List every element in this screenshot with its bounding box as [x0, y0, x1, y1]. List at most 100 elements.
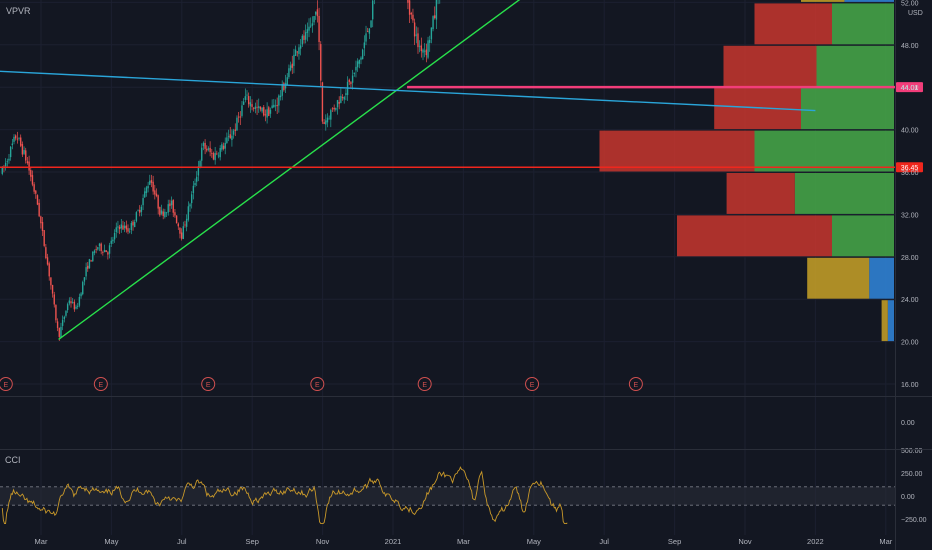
candle-body	[206, 148, 208, 151]
earnings-marker-icon[interactable]	[525, 377, 540, 391]
cci-label[interactable]: CCI	[5, 455, 21, 465]
volume-profile-down-bar	[726, 173, 795, 214]
candle-body	[38, 202, 40, 217]
candle-body	[179, 227, 181, 234]
candle-body	[172, 199, 174, 213]
trendline-uptrend[interactable]	[58, 0, 742, 341]
candle-body	[8, 158, 10, 161]
candle-body	[241, 105, 243, 116]
candle-body	[229, 134, 231, 139]
candle-body	[415, 34, 417, 36]
candle-body	[423, 50, 426, 52]
candle-body	[266, 109, 268, 118]
volume-profile-up-bar	[832, 215, 894, 257]
candle-body	[170, 200, 173, 206]
x-tick-label: Sep	[668, 537, 681, 546]
candle-body	[284, 83, 287, 89]
earnings-marker-icon[interactable]	[0, 377, 13, 391]
cci-band	[0, 486, 895, 506]
candle-body	[333, 107, 335, 110]
volume-profile-up-bar	[832, 3, 894, 45]
candle-body	[358, 59, 361, 64]
candle-body	[41, 221, 44, 231]
candle-body	[6, 161, 9, 163]
candle-body	[216, 153, 218, 155]
x-tick-label: May	[104, 537, 118, 546]
candle-body	[274, 105, 277, 107]
candle-body	[35, 190, 37, 194]
candle-body	[201, 147, 203, 161]
earnings-marker-icon[interactable]	[310, 377, 325, 391]
x-tick-label: Mar	[457, 537, 470, 546]
candle-body	[165, 212, 168, 214]
candle-body	[51, 284, 54, 294]
candle-body	[159, 207, 161, 216]
candle-body	[418, 45, 421, 47]
earnings-marker-icon[interactable]	[417, 377, 432, 391]
candle-body	[132, 221, 134, 226]
candle-body	[311, 23, 314, 26]
volume-profile-up-bar	[794, 173, 894, 214]
candle-body	[182, 226, 185, 240]
candle-body	[372, 0, 374, 20]
candle-body	[112, 239, 114, 242]
x-tick-label: May	[527, 537, 541, 546]
candle-body	[263, 107, 265, 116]
candle-body	[328, 118, 330, 120]
candle-body	[363, 42, 366, 49]
candle-body	[93, 250, 96, 253]
candle-body	[55, 305, 57, 321]
candle-body	[164, 211, 166, 218]
candle-body	[108, 245, 111, 254]
candle-body	[298, 47, 300, 54]
y-tick-label: 48.00	[901, 43, 919, 50]
candle-body	[26, 161, 29, 164]
candle-body	[348, 79, 350, 82]
candle-body	[142, 198, 144, 206]
candle-body	[197, 166, 200, 176]
earnings-marker-icon[interactable]	[628, 377, 643, 391]
candle-body	[366, 31, 369, 33]
candle-body	[331, 108, 334, 110]
y-tick-label: 40.00	[901, 128, 919, 135]
candle-body	[325, 120, 327, 125]
volume-panel-tick: 0.00	[901, 420, 915, 427]
candle-body	[420, 45, 423, 52]
candle-body	[115, 227, 117, 233]
earnings-marker-label: E	[3, 382, 8, 389]
candle-body	[294, 49, 297, 56]
candle-body	[50, 277, 52, 286]
candle-body	[330, 110, 332, 120]
price-axis[interactable]: 16.00 20.00 24.00 28.00 32.00 36.00 40.00 44.00…	[901, 0, 919, 389]
candle-body	[177, 223, 179, 227]
candle-body	[58, 327, 60, 337]
candle-body	[70, 301, 72, 304]
candle-body	[36, 195, 39, 205]
candle-body	[427, 40, 429, 58]
volume-profile-down-bar	[723, 45, 817, 87]
trendline-channel[interactable]	[0, 70, 816, 112]
candle-body	[237, 116, 240, 118]
volume-profile-up-bar	[869, 257, 894, 299]
earnings-marker-icon[interactable]	[201, 377, 216, 391]
candle-body	[301, 35, 304, 45]
candle-body	[315, 11, 317, 15]
candle-body	[118, 226, 121, 230]
candle-body	[187, 206, 190, 220]
candle-body	[214, 153, 216, 161]
candle-body	[261, 107, 263, 112]
price-tag	[896, 82, 923, 93]
candle-body	[167, 204, 169, 213]
y-tick-label: 52.00	[901, 0, 919, 7]
candle-body	[85, 267, 87, 277]
time-axis[interactable]: Mar May Jul Sep Nov 2021 Mar May Jul Sep Nov 2022 Ma…	[35, 537, 893, 546]
earnings-marker-icon[interactable]	[93, 377, 108, 391]
indicator-label-vpvr[interactable]: VPVR	[6, 6, 31, 16]
candle-body	[144, 191, 146, 198]
candle-body	[20, 137, 22, 146]
candle-body	[30, 170, 32, 177]
candle-body	[61, 319, 64, 326]
candle-body	[407, 0, 409, 3]
